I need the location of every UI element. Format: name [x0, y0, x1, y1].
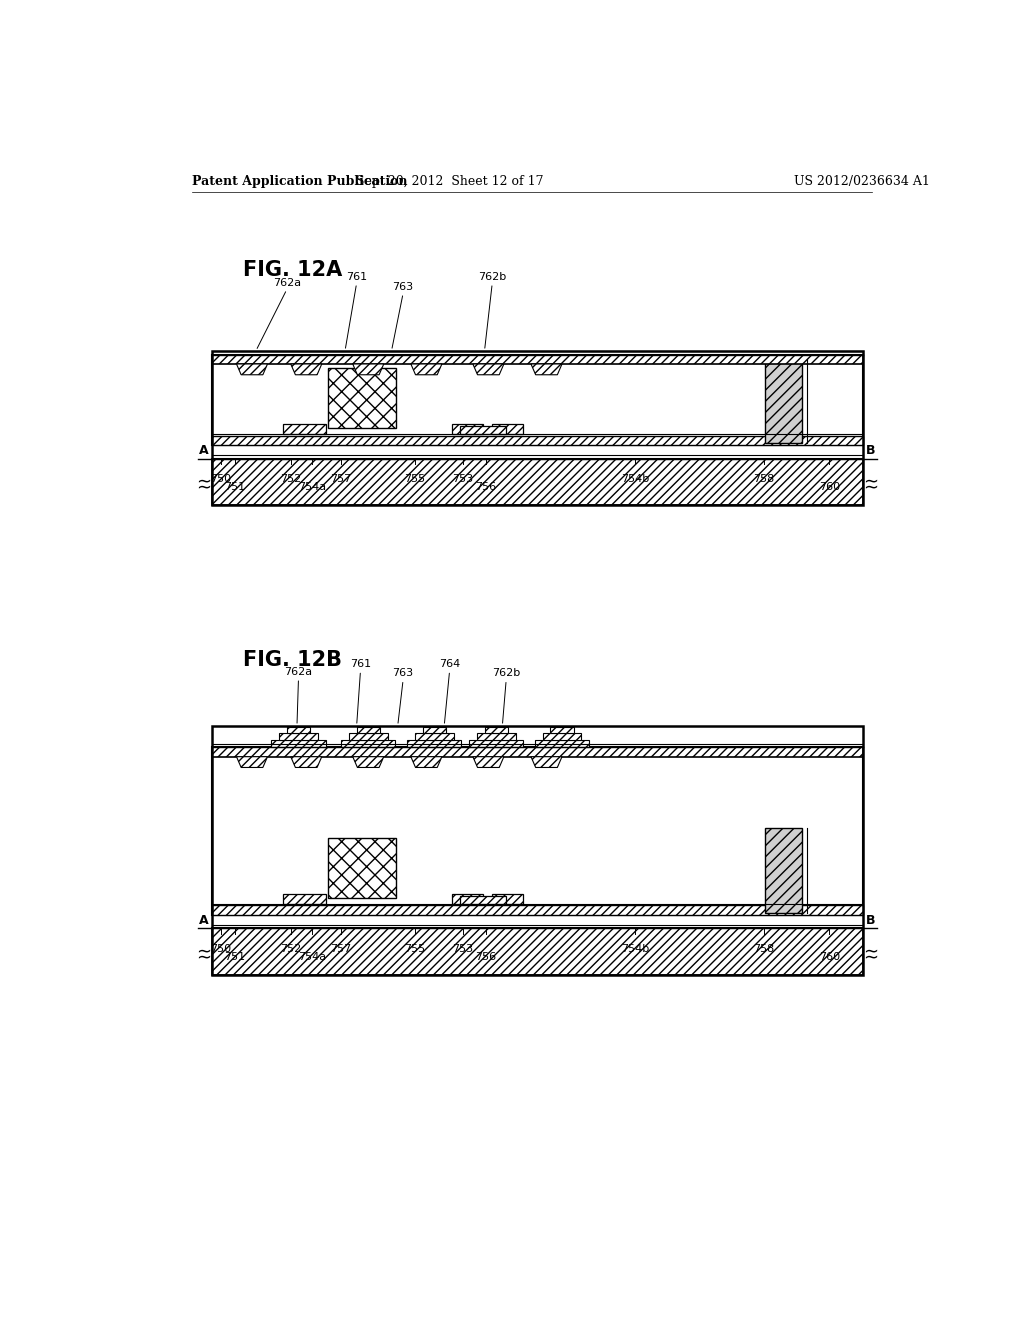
- Bar: [271, 739, 326, 747]
- Text: FIG. 12B: FIG. 12B: [243, 651, 342, 671]
- Text: A: A: [199, 913, 209, 927]
- Text: ∼: ∼: [197, 479, 212, 498]
- Text: 754b: 754b: [621, 474, 649, 484]
- Bar: [477, 733, 515, 739]
- Bar: [493, 894, 523, 904]
- Text: 754a: 754a: [298, 482, 327, 492]
- Text: Patent Application Publication: Patent Application Publication: [193, 176, 408, 187]
- Text: 762b: 762b: [493, 668, 520, 678]
- Text: 755: 755: [404, 474, 425, 484]
- Bar: [765, 359, 802, 444]
- Text: 764: 764: [439, 659, 460, 669]
- Text: 754b: 754b: [621, 944, 649, 954]
- Text: ∼: ∼: [197, 474, 212, 491]
- Polygon shape: [473, 756, 504, 767]
- Bar: [460, 896, 506, 904]
- Text: 757: 757: [331, 474, 352, 484]
- Text: 761: 761: [350, 659, 371, 669]
- Bar: [543, 733, 582, 739]
- Bar: [212, 355, 862, 364]
- Text: ∼: ∼: [863, 949, 878, 968]
- Text: 760: 760: [819, 952, 840, 961]
- Bar: [550, 726, 573, 733]
- Bar: [328, 368, 396, 428]
- Text: ∼: ∼: [863, 944, 878, 961]
- Bar: [341, 739, 395, 747]
- Bar: [765, 829, 802, 913]
- Bar: [452, 424, 483, 434]
- Polygon shape: [473, 364, 504, 375]
- Bar: [212, 351, 862, 506]
- Bar: [283, 894, 326, 904]
- Polygon shape: [411, 364, 442, 375]
- Bar: [283, 424, 326, 434]
- Polygon shape: [352, 756, 384, 767]
- Text: 763: 763: [392, 281, 414, 292]
- Bar: [212, 436, 862, 445]
- Text: 751: 751: [224, 482, 246, 492]
- Polygon shape: [237, 364, 267, 375]
- Text: 761: 761: [346, 272, 368, 281]
- Polygon shape: [531, 364, 562, 375]
- Text: 752: 752: [281, 944, 301, 954]
- Text: ∼: ∼: [197, 944, 212, 961]
- Bar: [212, 928, 862, 974]
- Polygon shape: [352, 364, 384, 375]
- Bar: [212, 355, 862, 445]
- Polygon shape: [531, 756, 562, 767]
- Bar: [212, 906, 862, 915]
- Bar: [212, 726, 862, 974]
- Bar: [328, 838, 396, 898]
- Text: B: B: [865, 913, 876, 927]
- Bar: [452, 894, 483, 904]
- Bar: [469, 739, 523, 747]
- Text: 752: 752: [281, 474, 301, 484]
- Text: 756: 756: [475, 482, 497, 492]
- Bar: [460, 426, 506, 434]
- Text: 754a: 754a: [298, 952, 327, 961]
- Bar: [493, 424, 523, 434]
- Polygon shape: [411, 756, 442, 767]
- Text: Sep. 20, 2012  Sheet 12 of 17: Sep. 20, 2012 Sheet 12 of 17: [356, 176, 544, 187]
- Bar: [287, 726, 310, 733]
- Bar: [212, 459, 862, 506]
- Text: 755: 755: [404, 944, 425, 954]
- Bar: [356, 726, 380, 733]
- Bar: [415, 733, 454, 739]
- Text: ∼: ∼: [863, 474, 878, 491]
- Text: 762a: 762a: [285, 667, 312, 677]
- Text: 757: 757: [331, 944, 352, 954]
- Polygon shape: [291, 756, 322, 767]
- Text: 762b: 762b: [478, 272, 507, 281]
- Bar: [280, 733, 317, 739]
- Bar: [212, 747, 862, 756]
- Text: 753: 753: [453, 944, 473, 954]
- Bar: [535, 739, 589, 747]
- Text: ∼: ∼: [197, 949, 212, 968]
- Text: ∼: ∼: [863, 479, 878, 498]
- Text: 753: 753: [453, 474, 473, 484]
- Text: 756: 756: [475, 952, 497, 961]
- Bar: [212, 747, 862, 915]
- Text: 763: 763: [392, 668, 414, 678]
- Text: A: A: [199, 444, 209, 457]
- Text: US 2012/0236634 A1: US 2012/0236634 A1: [795, 176, 931, 187]
- Text: 751: 751: [224, 952, 246, 961]
- Text: 758: 758: [753, 474, 774, 484]
- Polygon shape: [291, 364, 322, 375]
- Bar: [349, 733, 388, 739]
- Polygon shape: [237, 756, 267, 767]
- Text: 750: 750: [211, 944, 231, 954]
- Bar: [423, 726, 445, 733]
- Bar: [484, 726, 508, 733]
- Text: 760: 760: [819, 482, 840, 492]
- Bar: [407, 739, 461, 747]
- Text: 762a: 762a: [272, 277, 301, 288]
- Text: 750: 750: [211, 474, 231, 484]
- Text: 758: 758: [753, 944, 774, 954]
- Text: B: B: [865, 444, 876, 457]
- Text: FIG. 12A: FIG. 12A: [243, 260, 342, 280]
